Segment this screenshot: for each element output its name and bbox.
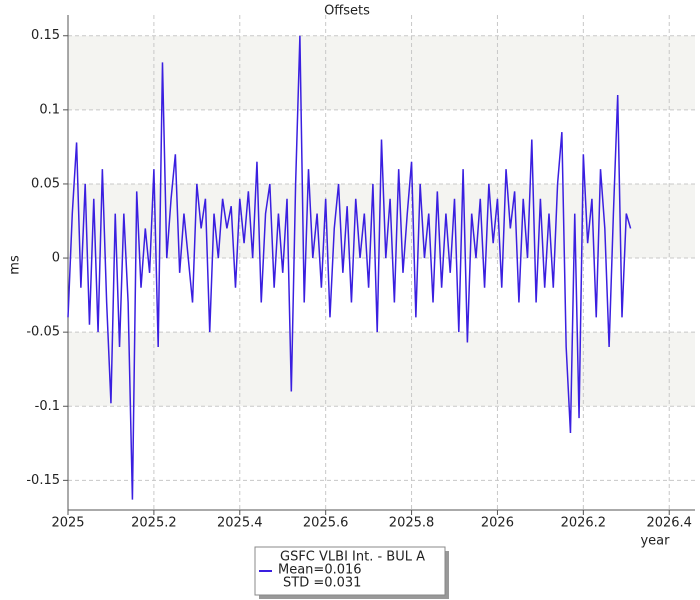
x-axis-label: year (640, 534, 670, 549)
legend: GSFC VLBI Int. - BUL A Mean=0.016 STD =0… (254, 546, 449, 599)
x-tick-label: 2025.4 (217, 516, 263, 531)
x-tick-label: 2025 (51, 516, 84, 531)
legend-note: Mean=0.016 (278, 563, 362, 578)
grid-band (68, 183, 695, 259)
x-tick-label: 2026.2 (561, 516, 607, 531)
x-tick-label: 2026.4 (646, 516, 692, 531)
chart-title: Offsets (324, 4, 370, 19)
y-tick-label: -0.1 (35, 399, 60, 414)
y-tick-label: 0.05 (31, 176, 60, 191)
grid-band (68, 332, 695, 407)
y-tick-label: -0.15 (26, 473, 60, 488)
y-tick-label: 0 (52, 251, 60, 266)
y-axis-label: ms (8, 255, 23, 275)
plot (67, 35, 632, 500)
x-tick-label: 2026 (481, 516, 514, 531)
y-tick-label: 0.1 (39, 102, 60, 117)
x-tick-label: 2025.8 (389, 516, 435, 531)
x-tick-label: 2025.2 (131, 516, 177, 531)
grid-band (68, 35, 695, 110)
legend-label: GSFC VLBI Int. - BUL A (280, 550, 425, 565)
x-tick-label: 2025.6 (303, 516, 349, 531)
series-line (67, 35, 632, 500)
y-tick-label: -0.05 (26, 325, 60, 340)
legend-note: STD =0.031 (283, 576, 361, 591)
y-tick-label: 0.15 (31, 28, 60, 43)
grid: -0.15 -0.1 -0.05 0 0.05 0.1 0.15 2025 2025.2 2025… (26, 15, 695, 531)
legend-box (254, 546, 446, 596)
